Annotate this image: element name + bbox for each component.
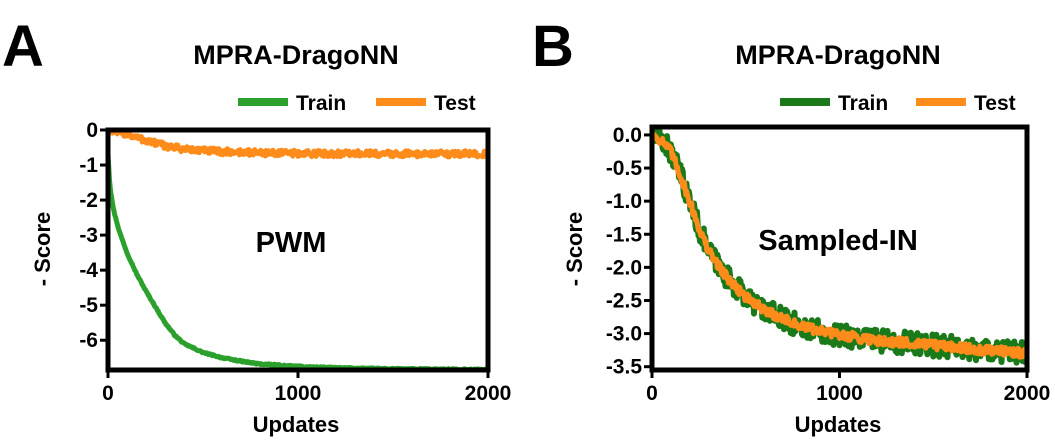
y-tick-label: -3.0 <box>606 323 642 346</box>
x-axis-label: Updates <box>795 412 882 437</box>
chart-title: MPRA-DragoNN <box>193 40 399 70</box>
y-axis-label: - Score <box>30 212 55 287</box>
panel-a: A MPRA-DragoNN Train Test PWM Updates - … <box>2 14 511 437</box>
y-tick-label: -1 <box>79 154 98 177</box>
legend-label-test: Test <box>974 92 1016 115</box>
legend-label-train: Train <box>296 92 346 115</box>
plot-area <box>652 127 1027 366</box>
y-tick-label: -1.0 <box>606 190 642 213</box>
y-axis-label: - Score <box>562 212 587 287</box>
y-tick-label: -1.5 <box>606 223 643 246</box>
y-tick-label: 0.0 <box>613 124 642 147</box>
y-tick-label: -5 <box>79 294 98 317</box>
x-tick-label: 1000 <box>816 382 863 405</box>
x-tick-label: 2000 <box>1004 382 1051 405</box>
plot-annotation: PWM <box>256 227 327 259</box>
series-line-test <box>108 130 488 160</box>
y-tick-label: -4 <box>79 259 98 282</box>
legend-label-test: Test <box>434 92 476 115</box>
y-tick-label: -3.5 <box>606 356 643 379</box>
legend: Train Test <box>238 92 476 115</box>
panel-letter: A <box>2 14 44 79</box>
chart-title: MPRA-DragoNN <box>735 40 941 70</box>
x-tick-label: 0 <box>646 382 658 405</box>
x-tick-label: 1000 <box>275 382 322 405</box>
panel-b: B MPRA-DragoNN Train Test Sampled-IN Upd… <box>532 14 1050 437</box>
legend: Train Test <box>780 92 1016 115</box>
y-tick-label: -2.0 <box>606 256 642 279</box>
legend-label-train: Train <box>838 92 888 115</box>
y-tick-label: -2 <box>79 189 98 212</box>
series-line-train <box>108 152 488 370</box>
y-tick-label: -3 <box>79 224 98 247</box>
y-tick-label: -0.5 <box>606 157 643 180</box>
x-tick-label: 2000 <box>465 382 512 405</box>
plot-annotation: Sampled-IN <box>758 225 918 257</box>
panel-letter: B <box>532 14 574 79</box>
y-tick-label: -2.5 <box>606 289 643 312</box>
y-tick-label: 0 <box>86 119 98 142</box>
x-axis-label: Updates <box>253 412 340 437</box>
x-tick-label: 0 <box>102 382 114 405</box>
series-line-test <box>652 132 1027 360</box>
y-tick-label: -6 <box>79 329 98 352</box>
